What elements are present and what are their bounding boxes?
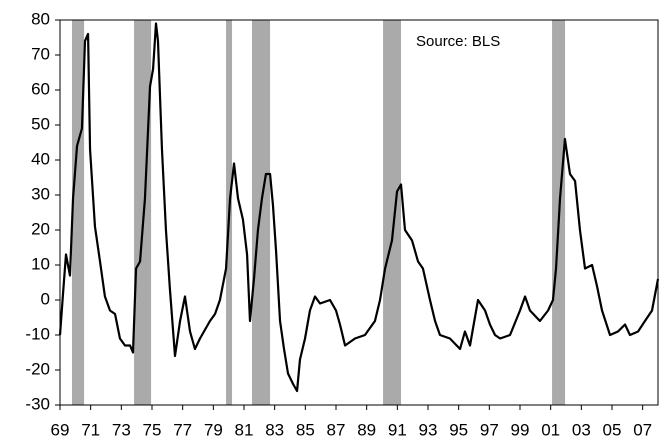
recession-band (383, 20, 402, 405)
x-tick-label: 07 (633, 420, 652, 439)
x-tick-label: 95 (449, 420, 468, 439)
y-tick-label: 70 (31, 44, 50, 63)
x-tick-label: 69 (51, 420, 70, 439)
x-tick-label: 87 (327, 420, 346, 439)
y-tick-label: 60 (31, 79, 50, 98)
x-tick-label: 79 (204, 420, 223, 439)
y-tick-label: 0 (41, 289, 50, 308)
y-tick-label: -10 (25, 324, 50, 343)
plot-frame (59, 19, 659, 406)
y-tick-label: -20 (25, 359, 50, 378)
x-tick-label: 75 (143, 420, 162, 439)
x-tick-label: 01 (541, 420, 560, 439)
annotation-box (408, 28, 524, 56)
x-tick-label: 73 (112, 420, 131, 439)
x-tick-label: 93 (419, 420, 438, 439)
x-tick-label: 05 (603, 420, 622, 439)
y-tick-label: 80 (31, 9, 50, 28)
y-tick-label: 50 (31, 114, 50, 133)
y-tick-label: 30 (31, 184, 50, 203)
x-tick-label: 77 (173, 420, 192, 439)
y-tick-label: 40 (31, 149, 50, 168)
x-tick-label: 81 (235, 420, 254, 439)
annotation: Source: BLS (416, 33, 500, 50)
x-tick-label: 99 (511, 420, 530, 439)
x-tick-label: 91 (388, 420, 407, 439)
y-tick-label: -30 (25, 394, 50, 413)
x-tick-label: 85 (296, 420, 315, 439)
x-tick-label: 71 (81, 420, 100, 439)
recession-band (71, 20, 85, 405)
data-line (58, 22, 660, 393)
y-tick-label: 20 (31, 219, 50, 238)
y-tick-label: 10 (31, 254, 50, 273)
x-tick-label: 03 (572, 420, 591, 439)
x-tick-label: 97 (480, 420, 499, 439)
x-tick-label: 83 (265, 420, 284, 439)
recession-band (134, 20, 152, 405)
x-tick-label: 89 (357, 420, 376, 439)
